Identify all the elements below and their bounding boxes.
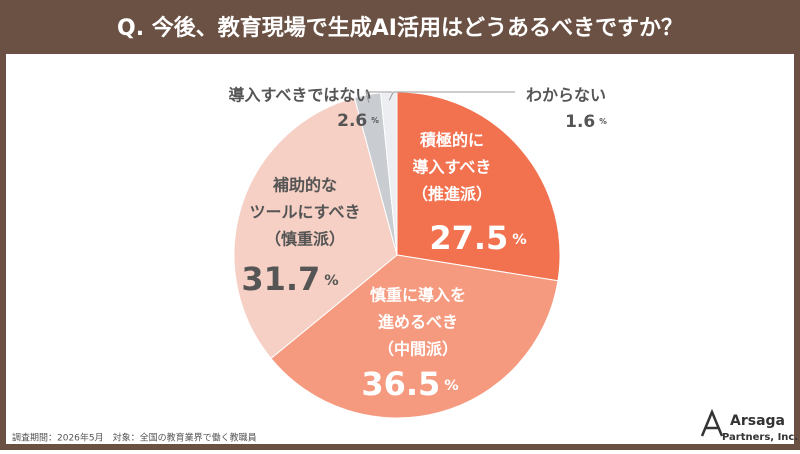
slice-label: 積極的に (419, 131, 484, 150)
pie-slice (270, 254, 559, 419)
value-unit: % (512, 232, 526, 248)
slice-label: わからない (526, 86, 606, 105)
slice-label: 補助的な (272, 176, 337, 195)
value-unit: % (599, 117, 607, 126)
value-label: 2.6% (337, 111, 379, 131)
slice-label: 導入すべきではない (229, 86, 372, 105)
footnote: 調査期間：2026年5月 対象：全国の教育業界で働く教職員 (12, 432, 257, 444)
value-number: 31.7 (241, 260, 320, 298)
value-label: 31.7% (241, 260, 338, 298)
slice-label: （中間派） (378, 340, 458, 359)
slice-label: （慎重派） (265, 230, 345, 249)
pie-slice (233, 97, 398, 360)
logo-mark (700, 408, 724, 437)
slice-label: ツールにすべき (249, 203, 360, 222)
logo-sub: Partners, Inc. (722, 432, 798, 443)
slice-label: 慎重に導入を (370, 286, 466, 305)
chart-title: Q. 今後、教育現場で生成AI活用はどうあるべきですか？ (117, 15, 683, 41)
pie-slice (396, 91, 561, 282)
leader-line (388, 91, 515, 101)
value-number: 2.6 (337, 111, 367, 131)
leader-line (365, 91, 392, 103)
value-number: 27.5 (429, 219, 508, 257)
slice-label: （推進派） (412, 185, 492, 204)
value-unit: % (444, 378, 458, 394)
value-unit: % (371, 116, 379, 125)
value-label: 1.6% (565, 112, 607, 132)
value-number: 36.5 (361, 365, 440, 403)
slice-label: 進めるべき (378, 313, 458, 332)
pie (233, 91, 561, 419)
value-number: 1.6 (565, 112, 595, 132)
value-label: 27.5% (429, 219, 526, 257)
value-unit: % (324, 273, 338, 289)
value-label: 36.5% (361, 365, 458, 403)
slice-label: 導入すべき (413, 158, 492, 177)
logo-name: Arsaga (730, 413, 785, 429)
